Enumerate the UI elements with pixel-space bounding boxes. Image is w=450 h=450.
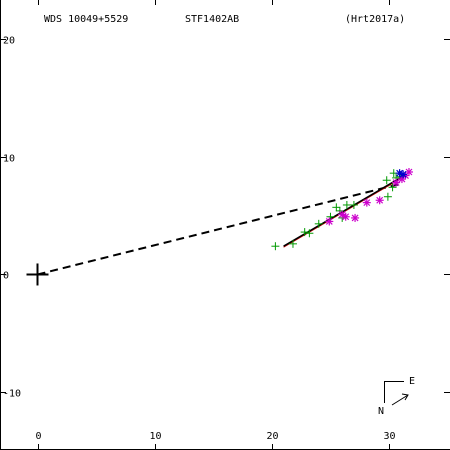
plus-marker — [300, 228, 309, 237]
star-marker-d2 — [392, 179, 400, 187]
star-marker — [362, 198, 371, 207]
plus-marker — [349, 200, 358, 209]
orbit-fit-line — [283, 174, 405, 247]
plus-marker — [271, 242, 280, 251]
plus-marker — [382, 176, 391, 185]
wds-id-label: WDS 10049+5529 — [44, 14, 128, 25]
star-marker-d2 — [325, 218, 333, 225]
y-tick-label: 20 — [3, 36, 15, 47]
primary-star-marker — [26, 263, 49, 286]
star-marker — [375, 196, 384, 205]
plus-marker — [342, 200, 351, 209]
orientation-compass — [384, 381, 409, 406]
pair-name-label: STF1402AB — [185, 14, 239, 25]
compass-east-label: E — [409, 376, 415, 387]
plus-marker — [288, 239, 297, 248]
star-marker — [399, 170, 408, 179]
x-tick-label: 0 — [35, 431, 41, 442]
star-marker-d2 — [376, 196, 384, 204]
axis-tick-labels: 0 10 20 30 -10 0 10 20 — [3, 36, 396, 443]
reference-label: (Hrt2017a) — [345, 14, 405, 25]
x-tick-label: 30 — [383, 431, 395, 442]
plus-marker — [388, 183, 397, 192]
plus-marker — [314, 219, 323, 228]
plus-marker — [326, 212, 335, 221]
x-tick-label: 10 — [149, 431, 161, 442]
x-tick-label: 20 — [266, 431, 278, 442]
star-marker-d2 — [396, 169, 404, 177]
star-marker — [351, 213, 360, 222]
compass-arrowhead — [401, 393, 409, 401]
star-marker — [341, 212, 350, 221]
compass-direction-arrow — [391, 394, 409, 406]
star-marker-d2 — [399, 170, 407, 178]
plus-marker — [305, 229, 314, 238]
star-marker — [325, 217, 334, 226]
star-marker-d2 — [338, 210, 346, 218]
plus-marker — [383, 192, 392, 201]
observation-points — [271, 167, 413, 251]
y-tick-label: -10 — [3, 389, 21, 400]
dashed-line — [37, 182, 402, 276]
star-marker-d2 — [351, 214, 359, 222]
y-tick-label: 0 — [3, 271, 9, 282]
compass-north-label: N — [378, 406, 384, 417]
star-marker-d2 — [342, 213, 350, 221]
star-marker-d2 — [363, 199, 371, 207]
plus-marker — [332, 203, 341, 212]
y-tick-label: 10 — [3, 154, 15, 165]
star-marker — [392, 178, 401, 187]
